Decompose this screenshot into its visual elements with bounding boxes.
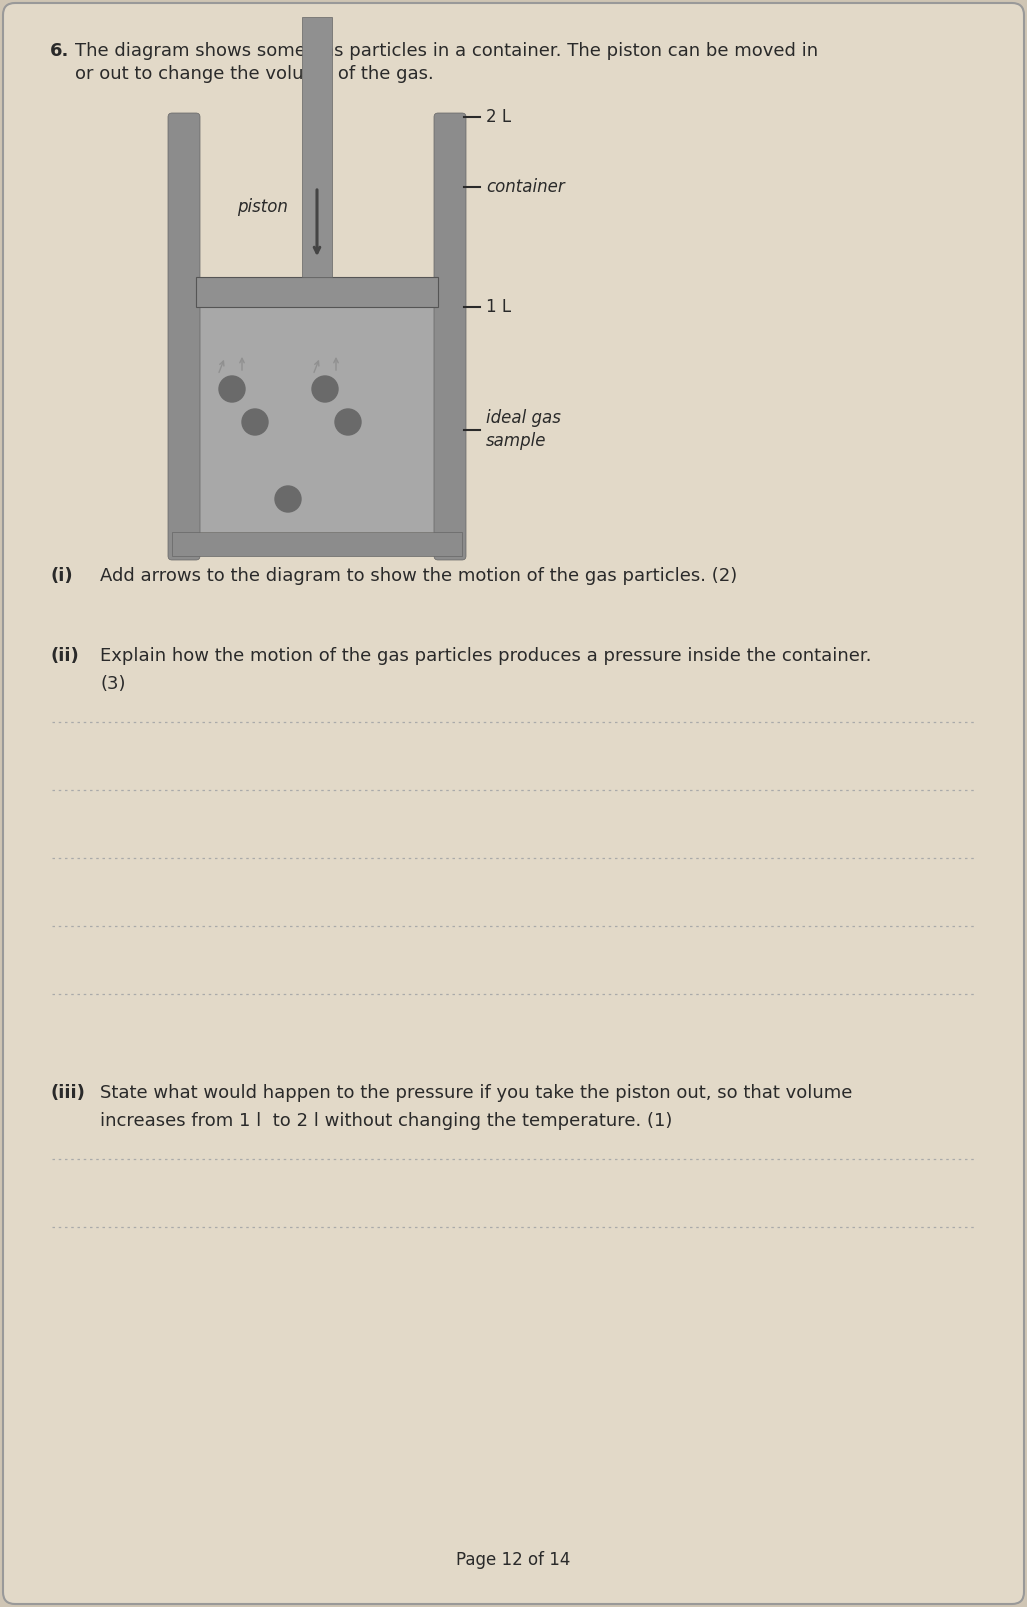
Circle shape xyxy=(242,410,268,435)
Circle shape xyxy=(335,410,362,435)
Text: or out to change the volume of the gas.: or out to change the volume of the gas. xyxy=(75,64,433,84)
FancyBboxPatch shape xyxy=(434,112,466,559)
Text: ideal gas
sample: ideal gas sample xyxy=(486,408,561,450)
Text: piston: piston xyxy=(237,198,288,215)
Text: Add arrows to the diagram to show the motion of the gas particles. (2): Add arrows to the diagram to show the mo… xyxy=(100,567,737,585)
Bar xyxy=(172,532,462,556)
Text: increases from 1 l  to 2 l without changing the temperature. (1): increases from 1 l to 2 l without changi… xyxy=(100,1112,673,1130)
Bar xyxy=(196,276,438,307)
Circle shape xyxy=(275,485,301,513)
Bar xyxy=(196,117,438,276)
FancyBboxPatch shape xyxy=(168,112,200,559)
Circle shape xyxy=(312,376,338,402)
Text: 6.: 6. xyxy=(50,42,70,59)
FancyBboxPatch shape xyxy=(3,3,1024,1604)
Text: The diagram shows some gas particles in a container. The piston can be moved in: The diagram shows some gas particles in … xyxy=(75,42,819,59)
Text: 1 L: 1 L xyxy=(486,297,511,317)
Text: State what would happen to the pressure if you take the piston out, so that volu: State what would happen to the pressure … xyxy=(100,1085,852,1102)
Text: (iii): (iii) xyxy=(50,1085,85,1102)
Text: (i): (i) xyxy=(50,567,73,585)
Text: Page 12 of 14: Page 12 of 14 xyxy=(456,1551,570,1568)
Bar xyxy=(196,307,438,532)
Text: Explain how the motion of the gas particles produces a pressure inside the conta: Explain how the motion of the gas partic… xyxy=(100,648,872,665)
Text: (ii): (ii) xyxy=(50,648,79,665)
Text: 2 L: 2 L xyxy=(486,108,511,125)
Text: (3): (3) xyxy=(100,675,125,693)
Circle shape xyxy=(219,376,245,402)
Text: container: container xyxy=(486,178,565,196)
Bar xyxy=(302,18,332,276)
